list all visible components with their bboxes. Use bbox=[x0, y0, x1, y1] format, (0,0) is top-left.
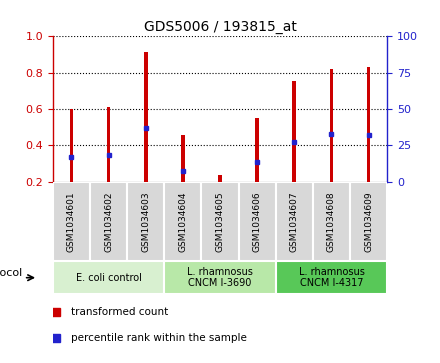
Bar bbox=[181, 135, 185, 182]
Bar bbox=[218, 175, 222, 182]
Text: GSM1034608: GSM1034608 bbox=[327, 191, 336, 252]
Text: L. rhamnosus
CNCM I-3690: L. rhamnosus CNCM I-3690 bbox=[187, 267, 253, 289]
Text: GSM1034609: GSM1034609 bbox=[364, 191, 373, 252]
Bar bbox=[350, 182, 387, 261]
Bar bbox=[276, 261, 387, 294]
Bar bbox=[70, 110, 73, 182]
Text: E. coli control: E. coli control bbox=[76, 273, 142, 283]
Title: GDS5006 / 193815_at: GDS5006 / 193815_at bbox=[143, 20, 297, 34]
Bar bbox=[127, 182, 164, 261]
Bar bbox=[202, 182, 238, 261]
Text: GSM1034602: GSM1034602 bbox=[104, 191, 113, 252]
Text: GSM1034604: GSM1034604 bbox=[178, 191, 187, 252]
Text: GSM1034603: GSM1034603 bbox=[141, 191, 150, 252]
Bar bbox=[144, 52, 147, 182]
Bar bbox=[90, 182, 127, 261]
Text: percentile rank within the sample: percentile rank within the sample bbox=[71, 333, 247, 343]
Bar bbox=[53, 261, 164, 294]
Bar bbox=[53, 182, 90, 261]
Bar bbox=[164, 261, 276, 294]
Text: transformed count: transformed count bbox=[71, 307, 169, 318]
Text: L. rhamnosus
CNCM I-4317: L. rhamnosus CNCM I-4317 bbox=[298, 267, 364, 289]
Bar bbox=[276, 182, 313, 261]
Bar bbox=[255, 118, 259, 182]
Text: protocol: protocol bbox=[0, 268, 22, 278]
Bar bbox=[313, 182, 350, 261]
Bar bbox=[367, 67, 370, 182]
Text: GSM1034607: GSM1034607 bbox=[290, 191, 299, 252]
Text: GSM1034605: GSM1034605 bbox=[216, 191, 224, 252]
Bar bbox=[330, 69, 334, 182]
Bar bbox=[293, 81, 296, 182]
Bar bbox=[106, 107, 110, 182]
Bar bbox=[238, 182, 276, 261]
Bar bbox=[164, 182, 202, 261]
Text: GSM1034601: GSM1034601 bbox=[67, 191, 76, 252]
Text: GSM1034606: GSM1034606 bbox=[253, 191, 262, 252]
